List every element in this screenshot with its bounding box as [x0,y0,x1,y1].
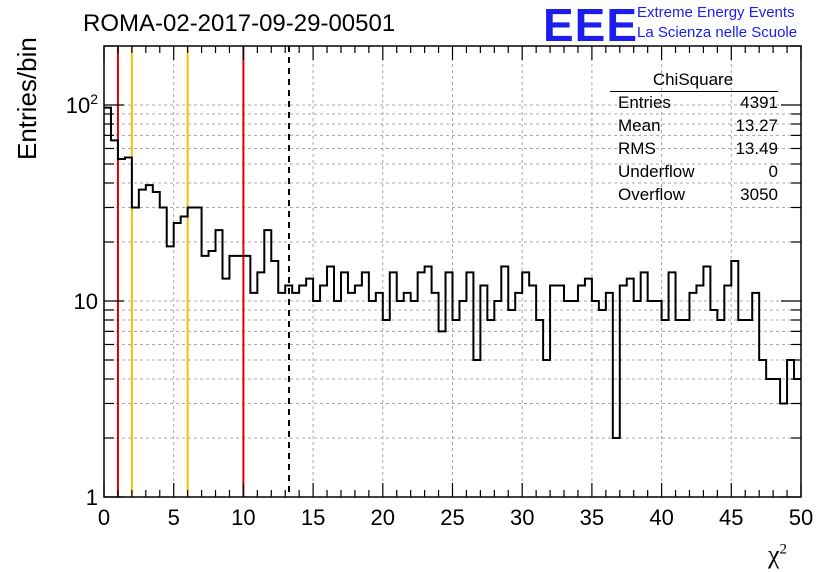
stat-row-overflow: Overflow 3050 [618,185,778,208]
axis-ticks: 0 5 10 15 20 25 30 35 40 45 50 1 10 102 [66,45,813,530]
y-tick-label: 1 [86,485,98,510]
stat-value: 13.49 [735,139,778,158]
stat-row-entries: Entries 4391 [618,93,778,116]
eee-logo: EEE [543,0,639,51]
x-tick-label: 25 [440,505,464,530]
x-tick-label: 40 [649,505,673,530]
x-tick-label: 10 [231,505,255,530]
y-tick-label: 10 [74,289,98,314]
stat-value: 13.27 [735,116,778,135]
x-axis-label: χ2 [768,540,788,569]
stats-title: ChiSquare [652,70,734,89]
x-tick-label: 20 [371,505,395,530]
histogram-line [104,106,801,439]
x-tick-label: 5 [168,505,180,530]
stats-divider [610,91,778,92]
logo-tagline-1: Extreme Energy Events [637,4,795,21]
x-tick-label: 0 [98,505,110,530]
stat-value: 3050 [740,185,778,204]
x-tick-label: 45 [719,505,743,530]
x-tick-label: 15 [301,505,325,530]
stat-label: Entries [618,93,671,112]
grid [104,46,801,497]
y-tick-label: 102 [66,91,98,118]
stat-row-underflow: Underflow 0 [618,162,778,185]
stat-label: Underflow [618,162,695,181]
stat-label: Mean [618,116,661,135]
x-tick-label: 50 [789,505,813,530]
chart-title: ROMA-02-2017-09-29-00501 [83,10,396,37]
stat-label: Overflow [618,185,686,204]
logo-tagline-2: La Scienza nelle Scuole [637,24,798,41]
x-tick-label: 35 [580,505,604,530]
stats-box: ChiSquare Entries 4391 Mean 13.27 RMS 13… [608,66,778,216]
marker-lines [116,46,290,497]
x-tick-label: 30 [510,505,534,530]
stat-row-rms: RMS 13.49 [618,139,778,162]
stat-value: 0 [768,162,778,181]
stat-row-mean: Mean 13.27 [618,116,778,139]
stat-label: RMS [618,139,656,158]
stat-value: 4391 [740,93,778,112]
